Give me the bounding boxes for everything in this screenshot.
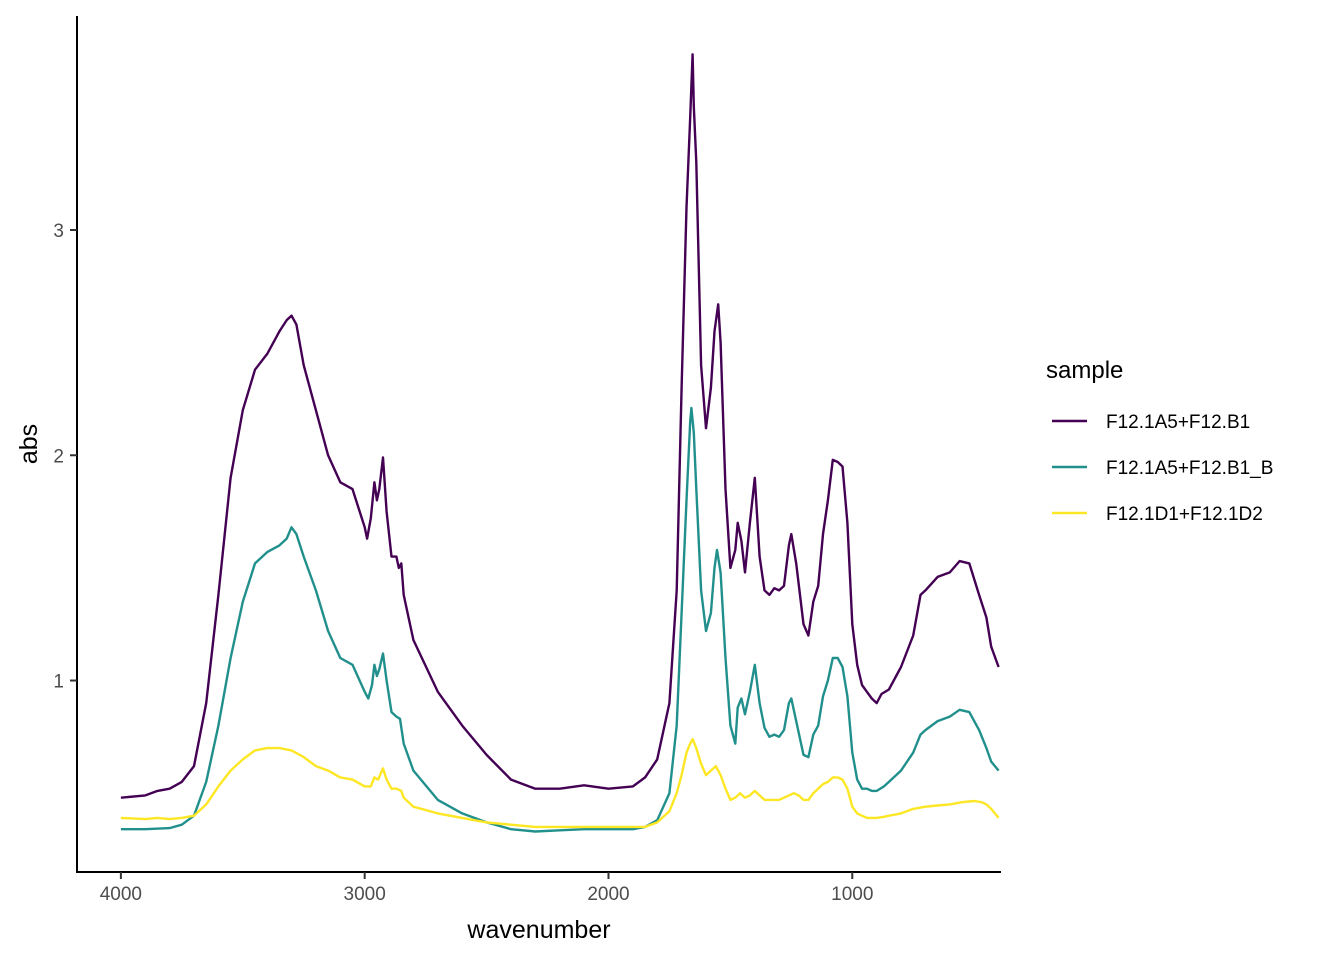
plot-series-group: [120, 53, 1000, 833]
x-tick-label: 3000: [344, 884, 386, 905]
legend: sample F12.1A5+F12.B1F12.1A5+F12.B1_BF12…: [1046, 357, 1273, 525]
series-line-3: [120, 737, 1000, 829]
series-line-1: [120, 53, 1000, 799]
legend-label-1: F12.1A5+F12.B1: [1106, 412, 1250, 433]
x-axis-ticks: 4000 3000 2000 1000: [100, 872, 873, 905]
x-tick-label: 4000: [100, 884, 142, 905]
x-tick-label: 2000: [587, 884, 629, 905]
legend-label-3: F12.1D1+F12.1D2: [1106, 504, 1263, 525]
legend-title: sample: [1046, 357, 1123, 384]
y-tick-label: 3: [53, 221, 64, 242]
x-axis-title: wavenumber: [466, 916, 610, 944]
legend-label-2: F12.1A5+F12.B1_B: [1106, 458, 1273, 479]
y-tick-label: 2: [53, 446, 64, 467]
y-axis-title: abs: [15, 424, 43, 464]
y-tick-label: 1: [53, 672, 64, 693]
x-tick-label: 1000: [831, 884, 873, 905]
series-line-2: [120, 406, 1000, 833]
y-axis-ticks: 1 2 3: [53, 221, 77, 693]
legend-items: F12.1A5+F12.B1 F12.1A5+F12.B1_B F12.1D1+F1…: [1052, 412, 1273, 525]
